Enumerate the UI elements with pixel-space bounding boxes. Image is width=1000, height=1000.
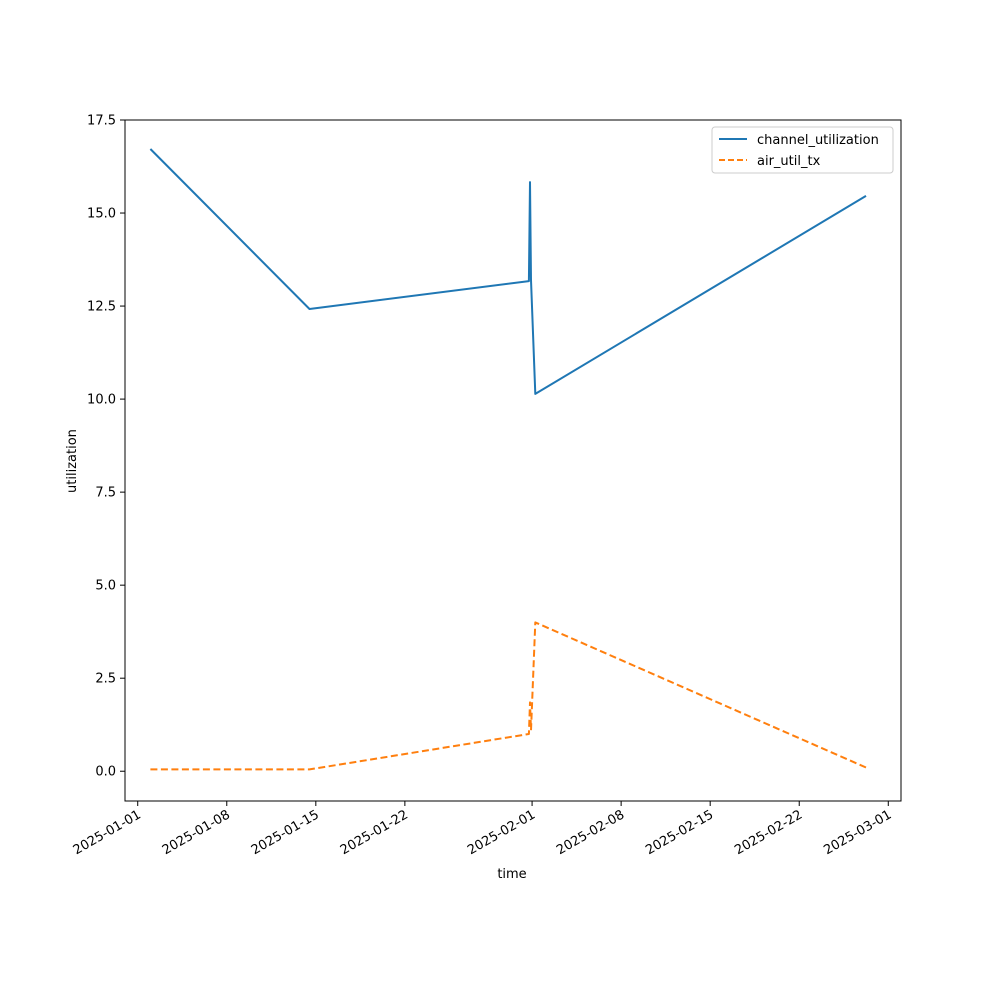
legend-label-channel-utilization: channel_utilization (757, 133, 879, 148)
y-tick-label: 2.5 (95, 672, 116, 687)
y-tick-label: 15.0 (87, 207, 116, 222)
legend-box (711, 126, 894, 174)
series-line-air-util-tx (150, 621, 867, 771)
y-tick-label: 17.5 (87, 114, 116, 129)
y-tick-label: 7.5 (95, 486, 116, 501)
y-tick-label: 0.0 (95, 765, 116, 780)
y-axis: 0.0 2.5 5.0 7.5 10.0 12.5 15.0 17.5 (87, 114, 125, 780)
y-axis-title: utilization (65, 429, 80, 493)
series-layer (149, 148, 867, 771)
plot-frame (124, 119, 902, 802)
y-tick-label: 12.5 (87, 300, 116, 315)
legend: channel_utilization air_util_tx (711, 126, 894, 174)
x-axis-title: time (497, 867, 526, 882)
y-tick-label: 5.0 (95, 579, 116, 594)
y-tick-label: 10.0 (87, 393, 116, 408)
series-line-channel-utilization (149, 148, 867, 395)
legend-label-air-util-tx: air_util_tx (757, 154, 821, 169)
